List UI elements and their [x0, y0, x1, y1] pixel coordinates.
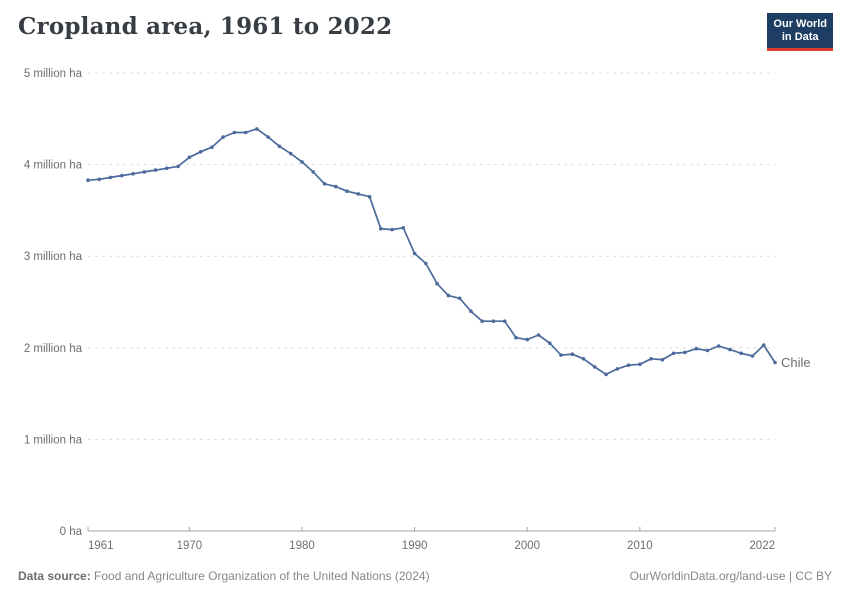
- chart-title: Cropland area, 1961 to 2022: [18, 13, 393, 40]
- data-point: [97, 177, 102, 182]
- data-point: [615, 367, 620, 371]
- x-axis-tick-label: 1961: [88, 540, 114, 552]
- data-point: [649, 357, 653, 361]
- data-point: [683, 350, 687, 355]
- footer-link[interactable]: OurWorldinData.org/land-use: [629, 569, 786, 583]
- data-point: [379, 226, 383, 231]
- data-point: [739, 351, 743, 356]
- y-axis-label: 2 million ha: [24, 343, 83, 355]
- data-point: [277, 144, 282, 149]
- data-point: [469, 309, 473, 314]
- owid-logo-line-1: Our World: [773, 18, 827, 30]
- x-axis-tick-label: 1970: [177, 540, 203, 552]
- data-point: [559, 353, 563, 357]
- data-point: [548, 341, 552, 346]
- data-point: [210, 145, 214, 149]
- data-point: [221, 135, 225, 139]
- y-axis-label: 0 ha: [60, 526, 83, 538]
- data-point: [142, 170, 147, 174]
- data-point: [424, 261, 428, 266]
- owid-logo[interactable]: Our World in Data: [767, 13, 833, 51]
- x-axis-tick-label: 2000: [514, 540, 540, 552]
- data-point: [334, 184, 338, 189]
- data-point: [243, 130, 248, 135]
- y-axis-label: 3 million ha: [24, 251, 83, 263]
- x-axis-tick-label: 2022: [749, 540, 775, 552]
- data-point: [593, 365, 597, 369]
- data-point: [401, 226, 406, 230]
- owid-logo-line-2: in Data: [781, 31, 819, 44]
- data-point: [311, 170, 316, 174]
- data-point: [153, 168, 158, 172]
- data-point: [604, 372, 608, 377]
- data-point: [570, 352, 575, 357]
- footer-credits: OurWorldinData.org/land-use | CC BY: [630, 569, 832, 583]
- data-source: Data source: Food and Agriculture Organi…: [18, 569, 430, 583]
- data-point: [457, 296, 462, 301]
- y-axis-label: 4 million ha: [24, 160, 83, 172]
- data-point: [694, 346, 698, 351]
- x-axis-tick-label: 1990: [402, 540, 428, 552]
- data-point: [86, 178, 90, 182]
- data-point: [581, 357, 586, 361]
- data-source-text: Food and Agriculture Organization of the…: [94, 569, 430, 583]
- data-line: [87, 128, 776, 376]
- entity-label: Chile: [781, 355, 811, 370]
- data-point: [502, 319, 507, 324]
- y-axis-label: 5 million ha: [24, 68, 83, 80]
- data-point: [356, 192, 361, 196]
- data-point: [198, 150, 203, 154]
- data-point: [300, 160, 304, 164]
- data-point: [671, 351, 676, 356]
- data-point: [491, 319, 496, 324]
- data-point: [367, 194, 372, 199]
- data-point: [131, 172, 135, 176]
- data-point: [514, 335, 518, 340]
- footer-license: | CC BY: [788, 569, 832, 583]
- data-point: [626, 363, 631, 368]
- data-point: [536, 333, 541, 337]
- data-point: [773, 360, 777, 365]
- data-point: [322, 182, 327, 186]
- data-point: [761, 343, 766, 347]
- data-point: [390, 227, 394, 232]
- x-axis-tick-label: 2010: [627, 540, 653, 552]
- data-point: [525, 337, 529, 342]
- data-point: [446, 293, 451, 298]
- data-point: [716, 344, 721, 348]
- data-source-label: Data source:: [18, 569, 91, 583]
- data-point: [255, 127, 259, 131]
- data-point: [266, 135, 271, 139]
- data-point: [345, 189, 349, 193]
- x-axis-tick-label: 1980: [289, 540, 315, 552]
- data-point: [288, 151, 293, 156]
- data-point: [638, 362, 642, 367]
- data-point: [480, 319, 485, 324]
- data-point: [750, 354, 755, 358]
- data-point: [165, 166, 169, 171]
- data-point: [435, 281, 439, 286]
- y-axis-label: 1 million ha: [24, 434, 83, 446]
- data-point: [705, 348, 710, 353]
- data-point: [187, 155, 192, 160]
- data-point: [120, 173, 124, 178]
- data-point: [176, 164, 180, 169]
- data-point: [232, 130, 237, 135]
- data-point: [728, 347, 732, 352]
- data-point: [412, 251, 417, 256]
- data-point: [108, 175, 113, 180]
- data-point: [660, 357, 665, 362]
